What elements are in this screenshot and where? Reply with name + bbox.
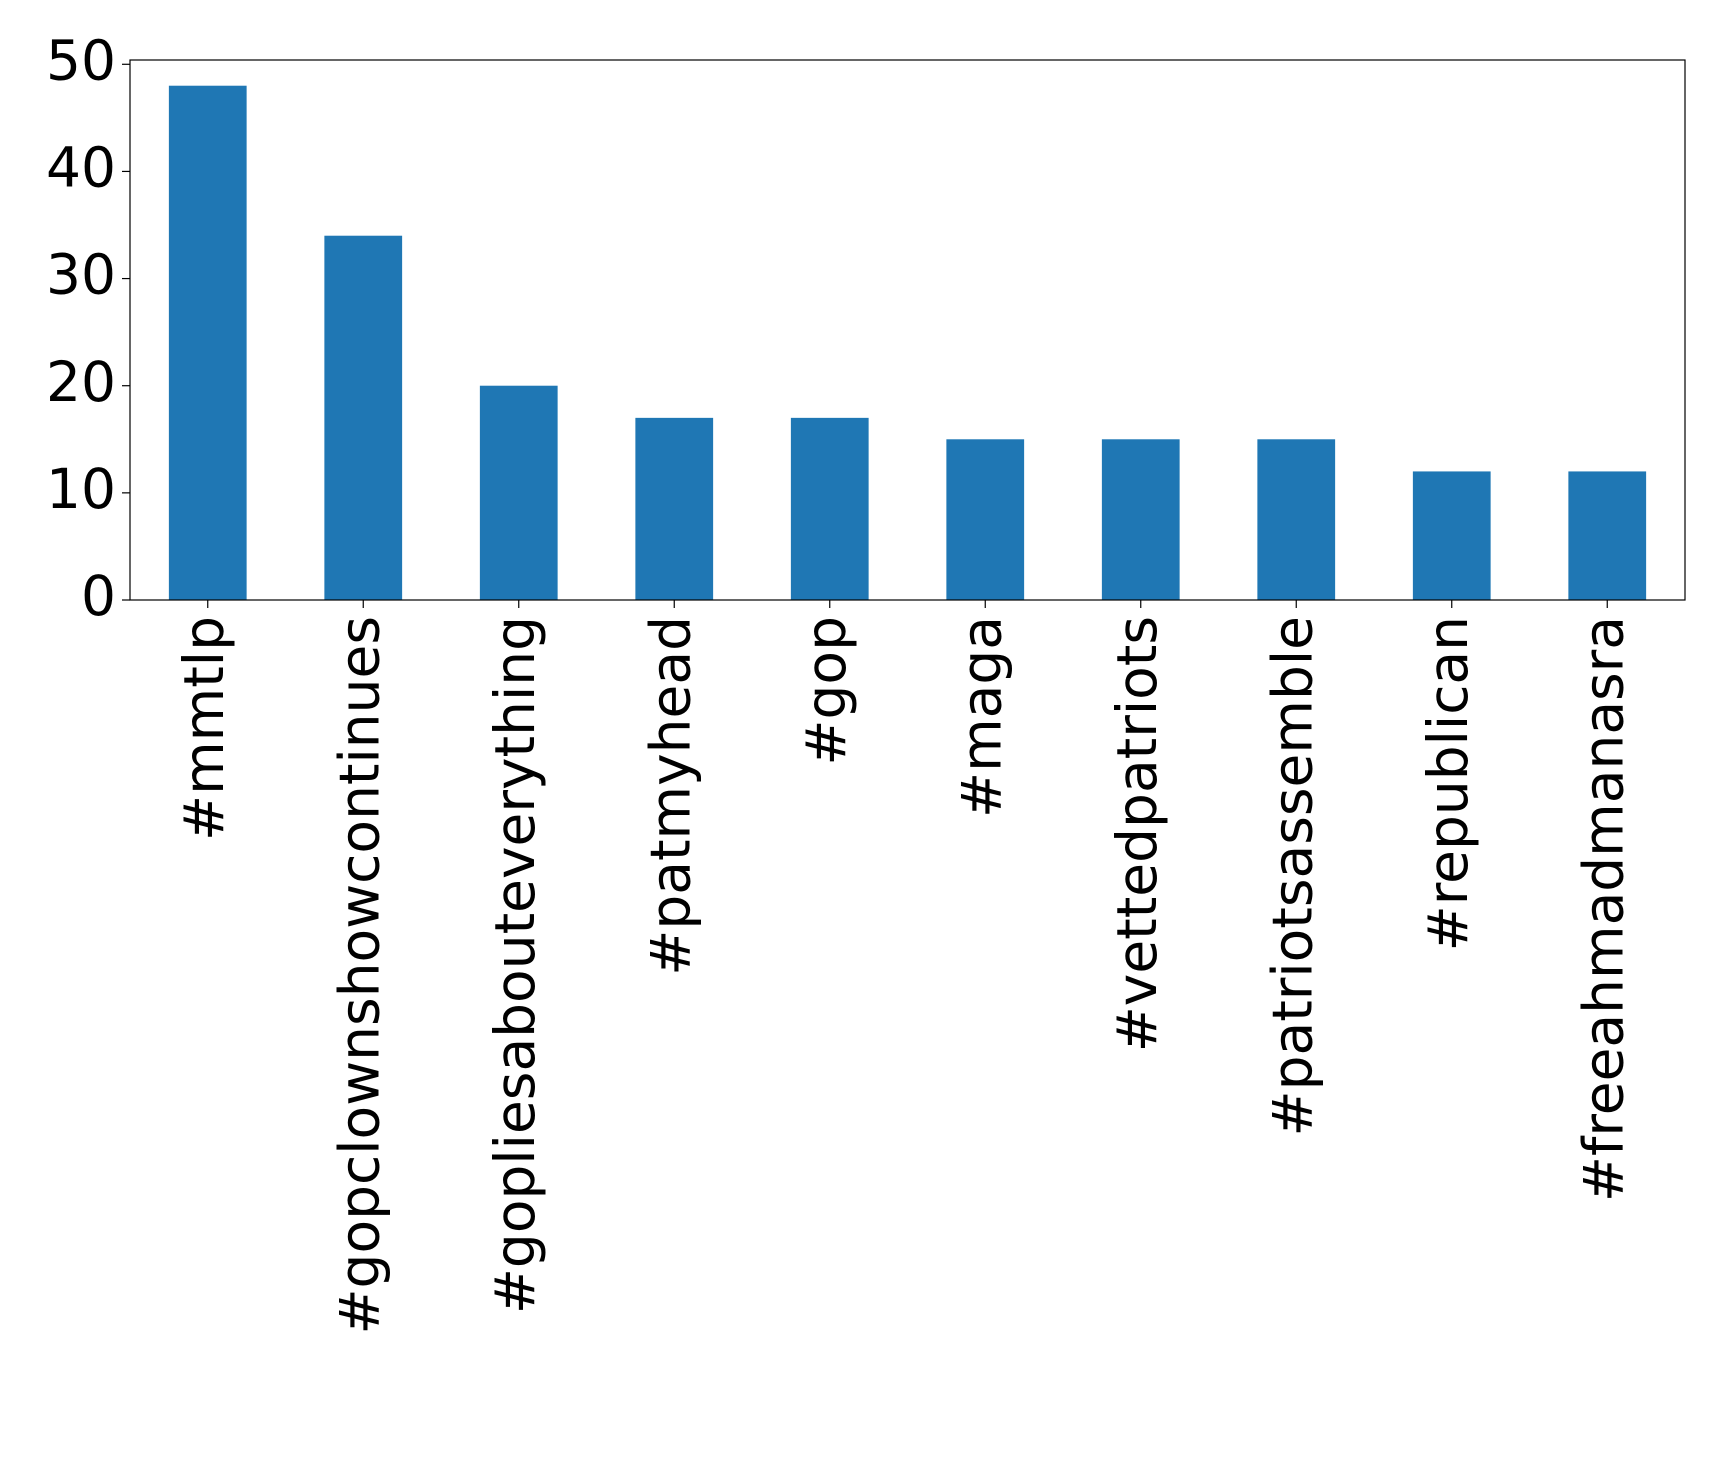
bar <box>1101 439 1180 600</box>
x-tick-label: #patriotsassemble <box>1260 616 1324 1137</box>
bar <box>479 385 558 600</box>
bar <box>324 235 403 600</box>
y-tick-label: 10 <box>46 457 116 521</box>
bar <box>168 85 247 600</box>
y-tick-label: 50 <box>46 28 116 92</box>
bar <box>790 417 869 600</box>
x-tick-label: #maga <box>949 616 1013 818</box>
x-tick-label: #patmyhead <box>638 616 702 976</box>
y-tick-label: 0 <box>81 564 116 628</box>
x-tick-label: #freeahmadmanasra <box>1571 616 1635 1202</box>
bar <box>1412 471 1491 600</box>
x-tick-label: #vettedpatriots <box>1105 616 1169 1052</box>
x-tick-label: #gopliesabouteverything <box>483 616 547 1314</box>
y-tick-label: 30 <box>46 243 116 307</box>
y-tick-label: 20 <box>46 350 116 414</box>
plot-frame <box>129 59 1686 601</box>
bar <box>1257 439 1336 600</box>
x-tick-label: #republican <box>1416 616 1480 951</box>
y-tick-label: 40 <box>46 136 116 200</box>
x-tick-label: #gopclownshowcontinues <box>327 616 391 1335</box>
bar <box>1568 471 1647 600</box>
x-tick-label: #gop <box>794 616 858 766</box>
x-tick-label: #mmtlp <box>172 616 236 841</box>
bar <box>635 417 714 600</box>
bar <box>946 439 1025 600</box>
